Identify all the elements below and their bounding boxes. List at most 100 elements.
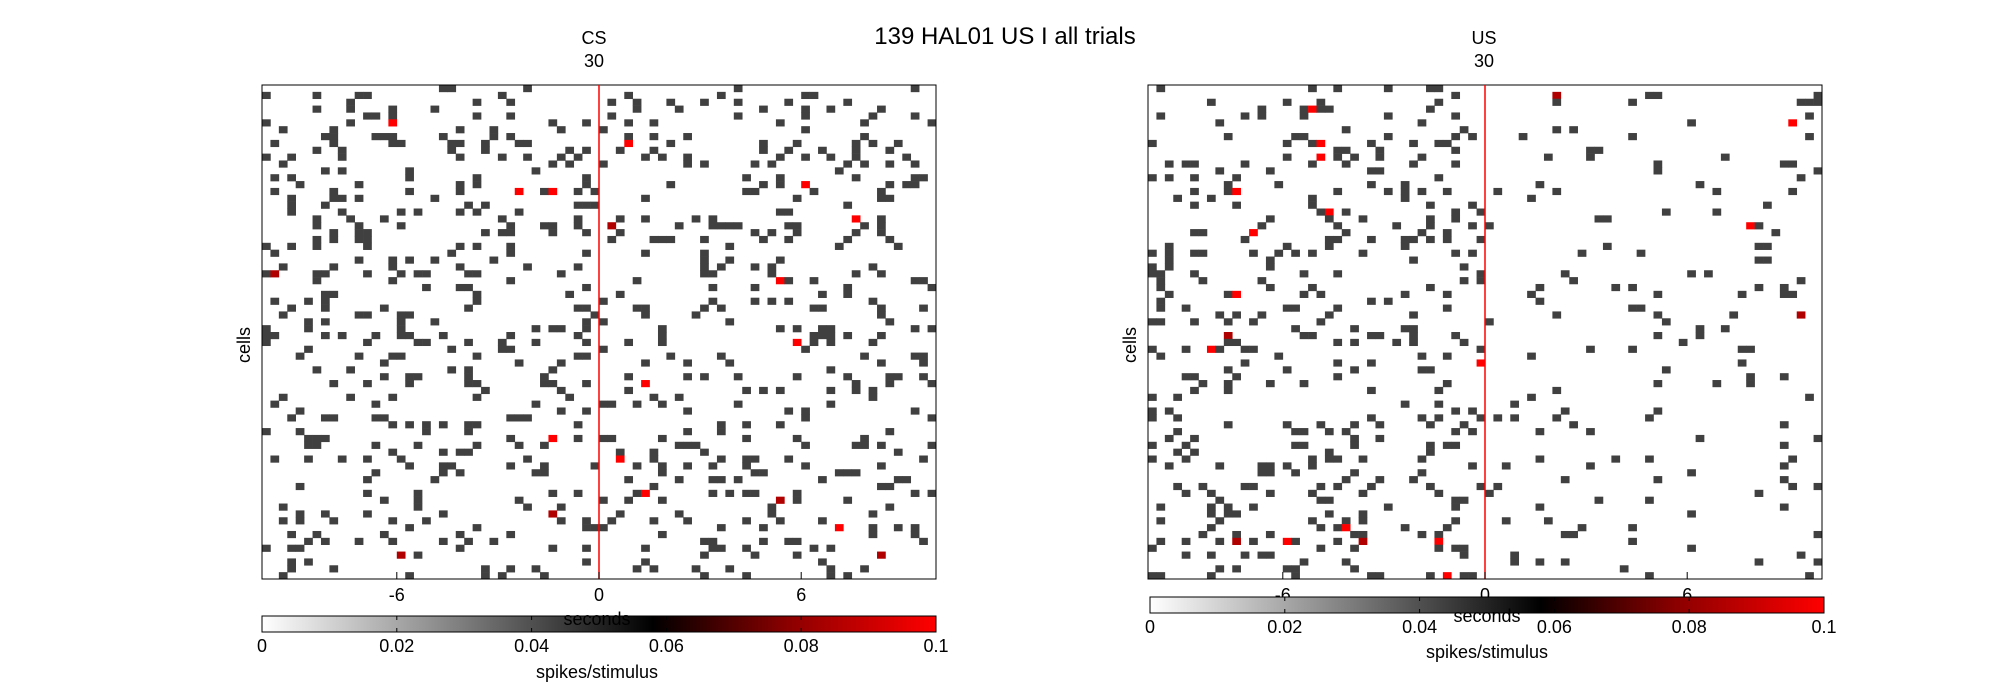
heatmap-cell [1240, 345, 1250, 353]
heatmap-cell [447, 146, 457, 154]
heatmap-cell [885, 503, 895, 511]
heatmap-cell [506, 249, 516, 257]
heatmap-cell [582, 352, 591, 360]
heatmap-cell [523, 153, 532, 161]
heatmap-cell [1156, 270, 1166, 278]
heatmap-cell [599, 400, 608, 408]
heatmap-cell [700, 249, 709, 257]
heatmap-cell [506, 565, 516, 573]
heatmap-cell [548, 229, 558, 237]
heatmap-cell [1754, 558, 1764, 566]
heatmap-cell [1417, 187, 1427, 196]
heatmap-cell [295, 510, 305, 518]
heatmap-cell [927, 414, 937, 422]
heatmap-cell [1695, 325, 1705, 333]
heatmap-cell [1434, 414, 1444, 422]
heatmap-cell [438, 133, 448, 141]
heatmap-cell [1148, 249, 1157, 257]
heatmap-cell [1560, 476, 1570, 484]
heatmap-cell [1687, 119, 1696, 127]
heatmap-cell [447, 366, 457, 374]
heatmap-cell [750, 229, 760, 237]
heatmap-cell [287, 544, 296, 552]
heatmap-cell [1316, 208, 1326, 216]
colorbar-tick-label: 0.1 [1811, 617, 1836, 637]
heatmap-cell [1164, 290, 1174, 298]
heatmap-cell [396, 318, 406, 326]
heatmap-cell [641, 153, 650, 161]
heatmap-cell [851, 153, 861, 161]
heatmap-cell [556, 126, 566, 134]
heatmap-cell [1451, 249, 1461, 257]
heatmap-cell [582, 119, 591, 127]
heatmap-cell [388, 256, 398, 264]
heatmap-cell [1316, 318, 1326, 326]
heatmap-cell [801, 91, 810, 100]
heatmap-cell [1813, 434, 1823, 443]
heatmap-cell [582, 338, 591, 347]
heatmap-cell [784, 455, 794, 463]
heatmap-cell [405, 572, 414, 580]
heatmap-cell [354, 194, 364, 202]
heatmap-cell [1552, 414, 1562, 422]
us-subtitle: 30 [1474, 51, 1494, 71]
heatmap-cell [1628, 304, 1637, 312]
heatmap-cell [472, 181, 482, 189]
heatmap-cell [893, 139, 903, 148]
cs-x-ticks: -6 0 6 [389, 572, 806, 605]
heatmap-cell [708, 462, 718, 470]
heatmap-cell [540, 469, 549, 477]
heatmap-cell [750, 283, 760, 292]
heatmap-cell [1451, 441, 1461, 449]
heatmap-cell [1468, 572, 1477, 580]
heatmap-cell [801, 181, 810, 189]
heatmap-cell [455, 469, 465, 477]
heatmap-cell [354, 311, 364, 319]
heatmap-cell [371, 133, 381, 141]
heatmap-cell [481, 565, 490, 573]
heatmap-cell [1198, 249, 1208, 257]
heatmap-cell [843, 201, 853, 209]
heatmap-cell [1190, 373, 1199, 381]
heatmap-cell [506, 277, 516, 285]
heatmap-cell [624, 476, 634, 484]
heatmap-cell [1265, 283, 1275, 292]
heatmap-cell [1156, 537, 1166, 545]
heatmap-cell [1249, 537, 1258, 545]
heatmap-cell [1350, 338, 1359, 347]
heatmap-cell [649, 133, 659, 141]
heatmap-cell [775, 496, 785, 504]
heatmap-cell [1324, 311, 1334, 319]
heatmap-cell [1367, 235, 1376, 244]
heatmap-cell [1223, 386, 1233, 395]
heatmap-cell [632, 304, 642, 312]
heatmap-cell [1350, 441, 1359, 449]
heatmap-cell [902, 153, 912, 161]
heatmap-cell [329, 565, 339, 573]
heatmap-cell [1451, 146, 1461, 154]
heatmap-cell [1333, 373, 1343, 381]
heatmap-cell [1746, 345, 1755, 353]
us-colorbar-ticks: 0 0.02 0.04 0.06 0.08 0.1 [1145, 597, 1837, 637]
heatmap-cell [1392, 222, 1402, 230]
heatmap-cell [792, 373, 802, 381]
heatmap-cell [320, 201, 330, 209]
heatmap-cell [1148, 393, 1157, 401]
heatmap-cell [481, 229, 490, 237]
heatmap-cell [1400, 290, 1410, 298]
heatmap-cell [1257, 277, 1267, 285]
heatmap-cell [422, 338, 431, 347]
heatmap-cell [379, 304, 389, 312]
heatmap-cell [1569, 421, 1578, 429]
heatmap-cell [464, 537, 473, 545]
heatmap-cell [1215, 462, 1225, 470]
heatmap-cell [582, 229, 591, 237]
heatmap-cell [750, 551, 760, 559]
heatmap-cell [1426, 105, 1435, 113]
heatmap-cell [379, 215, 389, 223]
heatmap-cell [1257, 222, 1267, 230]
heatmap-cell [1375, 332, 1385, 340]
heatmap-cell [767, 229, 777, 237]
heatmap-cell [472, 421, 482, 429]
heatmap-cell [1535, 181, 1545, 189]
